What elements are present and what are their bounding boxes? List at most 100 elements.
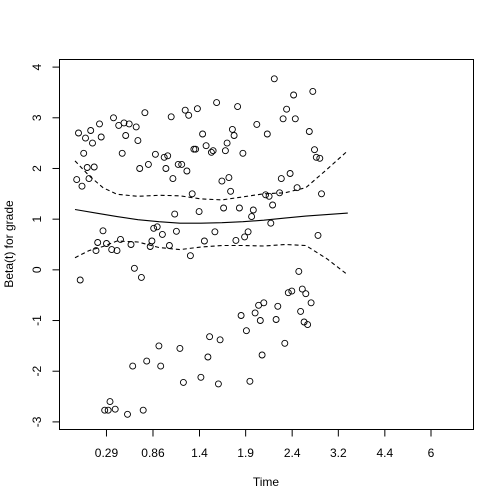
data-point	[269, 201, 277, 209]
data-point	[87, 127, 95, 134]
x-tick-label: 2.4	[284, 446, 301, 460]
data-point	[288, 287, 296, 295]
data-point	[92, 247, 100, 255]
data-point	[232, 236, 240, 244]
data-point	[172, 227, 180, 235]
beta-estimate-line	[74, 208, 348, 224]
data-point	[89, 139, 96, 147]
data-point	[286, 170, 294, 177]
data-point	[258, 351, 266, 359]
data-point	[228, 125, 236, 133]
data-point	[143, 357, 151, 365]
data-point	[235, 204, 243, 212]
data-point	[113, 247, 121, 255]
data-point	[108, 246, 116, 254]
data-point	[293, 184, 301, 192]
data-point	[169, 175, 177, 183]
data-point	[151, 150, 159, 158]
data-point	[164, 152, 172, 160]
x-tick-label: 3.2	[330, 446, 347, 460]
data-point	[206, 333, 214, 341]
data-point	[185, 111, 193, 119]
data-point	[124, 410, 131, 418]
data-point	[246, 377, 254, 385]
data-point	[234, 103, 242, 111]
data-point	[125, 120, 133, 128]
data-point	[239, 149, 247, 157]
data-point	[267, 219, 275, 227]
data-point	[148, 237, 156, 245]
data-point	[298, 285, 306, 293]
data-point	[160, 153, 168, 161]
data-point	[132, 123, 140, 131]
y-tick-label: 4	[30, 63, 44, 70]
data-point	[120, 119, 128, 127]
data-point	[197, 373, 205, 381]
y-tick-label: 0	[30, 266, 44, 273]
data-point	[311, 146, 318, 154]
data-point	[312, 153, 320, 161]
data-point	[155, 342, 163, 350]
data-point	[318, 190, 325, 198]
data-point	[127, 241, 135, 248]
y-tick-label: 1	[30, 216, 44, 223]
data-point	[83, 164, 91, 171]
data-point	[283, 105, 291, 113]
data-point	[150, 224, 158, 232]
data-point	[251, 309, 259, 317]
data-point	[165, 242, 173, 249]
data-point	[179, 378, 187, 386]
data-point	[200, 237, 208, 245]
data-point	[242, 327, 250, 335]
x-tick-label: 1.4	[191, 446, 208, 460]
data-point	[281, 339, 289, 347]
data-point	[230, 132, 238, 139]
confidence-band-line	[74, 150, 349, 201]
data-point	[122, 132, 130, 139]
data-point	[249, 206, 257, 214]
data-point	[204, 353, 212, 361]
data-point	[279, 115, 287, 123]
data-point	[265, 192, 273, 200]
data-point	[134, 137, 142, 145]
data-point	[218, 177, 226, 185]
data-point	[158, 230, 166, 238]
data-point	[78, 182, 86, 190]
data-point	[144, 160, 152, 168]
data-point	[302, 290, 310, 298]
data-point	[214, 380, 222, 388]
data-point	[199, 130, 207, 138]
data-point	[211, 228, 219, 236]
x-tick-label: 0.86	[141, 446, 165, 460]
data-point	[309, 87, 317, 95]
data-point	[110, 114, 117, 122]
data-point	[183, 167, 191, 175]
data-point	[244, 228, 252, 236]
data-point	[94, 239, 102, 246]
plot-frame	[59, 59, 474, 430]
data-point	[207, 148, 215, 156]
confidence-band-line	[74, 240, 349, 276]
data-point	[276, 189, 284, 197]
y-tick-label: 3	[30, 114, 44, 121]
data-point	[227, 187, 235, 195]
data-point	[141, 109, 149, 117]
data-point	[195, 208, 203, 216]
data-point	[129, 362, 137, 370]
data-point	[284, 289, 292, 297]
smooth-curves	[74, 150, 349, 276]
data-point	[136, 165, 144, 172]
data-point	[73, 176, 81, 184]
data-point	[260, 299, 268, 307]
y-tick-label: -2	[30, 366, 44, 377]
data-point	[153, 223, 161, 231]
x-tick-label: 0.29	[95, 446, 119, 460]
data-point	[178, 160, 186, 168]
data-point	[220, 204, 228, 212]
data-point	[171, 210, 179, 218]
data-point	[80, 149, 88, 157]
data-point	[85, 175, 93, 183]
data-point	[248, 213, 256, 221]
data-point	[75, 129, 82, 137]
